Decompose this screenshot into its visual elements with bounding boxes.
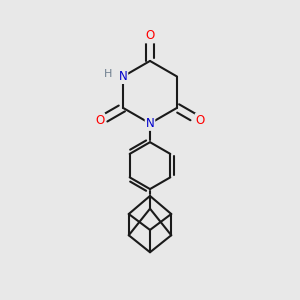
Text: O: O xyxy=(146,29,154,42)
Text: N: N xyxy=(118,70,127,83)
Text: N: N xyxy=(146,117,154,130)
Text: O: O xyxy=(95,114,104,127)
Text: O: O xyxy=(196,114,205,127)
Text: H: H xyxy=(104,69,112,79)
